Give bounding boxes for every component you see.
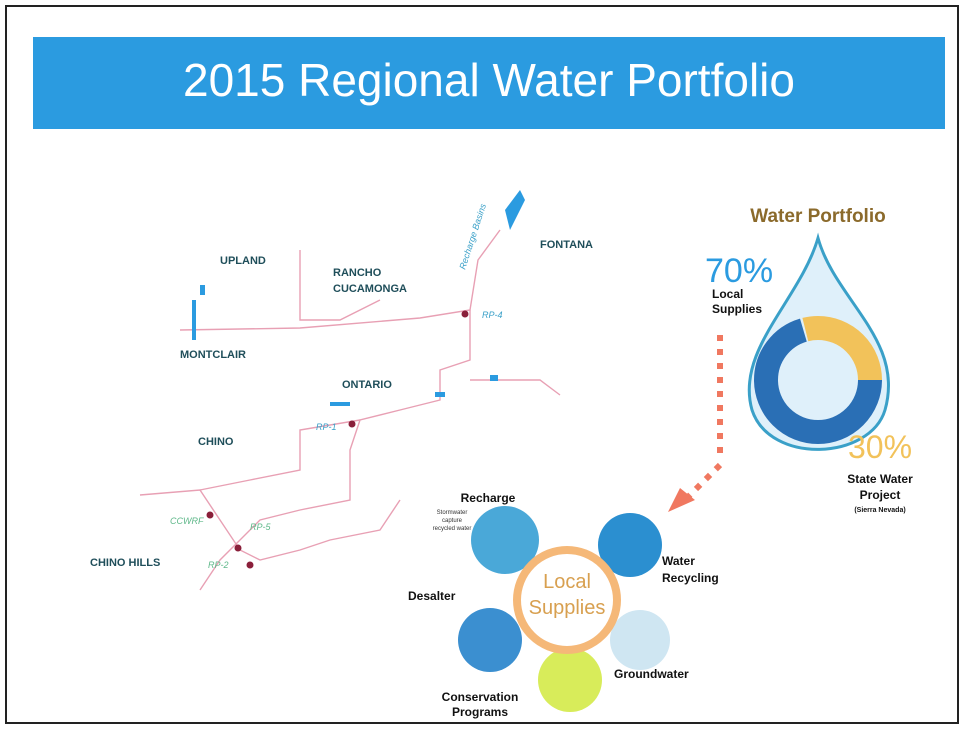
pipeline bbox=[199, 310, 471, 591]
portfolio-title: Water Portfolio bbox=[750, 206, 885, 227]
plant bbox=[348, 420, 356, 428]
plant bbox=[234, 544, 242, 552]
conservation-petal bbox=[538, 648, 602, 712]
local-supplies: Local Supplies Recharge Stormwater captu… bbox=[408, 491, 719, 719]
center bbox=[513, 546, 621, 654]
petal-note: capture bbox=[442, 518, 463, 524]
droplet bbox=[747, 232, 891, 451]
facility-label: RP-5 bbox=[250, 522, 271, 532]
petal-note: recycled water bbox=[433, 526, 472, 532]
state-note: (Sierra Nevada) bbox=[854, 507, 905, 514]
center-label: Local bbox=[543, 571, 591, 593]
petal-label: Desalter bbox=[408, 589, 456, 603]
basin bbox=[435, 392, 445, 397]
recharge-petal bbox=[471, 506, 539, 574]
state-share bbox=[754, 316, 882, 444]
basin bbox=[490, 375, 498, 381]
basin bbox=[192, 300, 196, 340]
arrow-head bbox=[668, 488, 695, 512]
petal-label: Groundwater bbox=[614, 667, 689, 681]
local-label: Local bbox=[712, 287, 743, 301]
recycling-petal bbox=[598, 513, 662, 577]
local-label: Supplies bbox=[712, 302, 762, 316]
state-label: State Water bbox=[847, 472, 913, 486]
title: 2015 Regional Water Portfolio bbox=[183, 54, 795, 106]
city-label: CUCAMONGA bbox=[333, 283, 407, 295]
header-bar bbox=[33, 37, 945, 129]
plant bbox=[246, 561, 254, 569]
facility-label: RP-1 bbox=[316, 422, 337, 432]
basin bbox=[330, 402, 350, 406]
plant bbox=[461, 310, 469, 318]
basin bbox=[505, 190, 525, 230]
desalter-petal bbox=[458, 608, 522, 672]
pipeline bbox=[139, 489, 401, 561]
city-label: FONTANA bbox=[540, 239, 593, 251]
petal-label: Water bbox=[662, 554, 695, 568]
state-percent: 30% bbox=[848, 429, 912, 465]
portfolio: Water Portfolio 70% Local Supplies 30% S… bbox=[668, 206, 913, 514]
petal-note: Stormwater bbox=[437, 510, 468, 516]
petal-label: Programs bbox=[452, 705, 508, 719]
local-percent: 70% bbox=[705, 252, 773, 290]
city-label: UPLAND bbox=[220, 255, 266, 267]
city-label: CHINO HILLS bbox=[90, 557, 160, 569]
map: UPLAND RANCHO CUCAMONGA FONTANA MONTCLAI… bbox=[90, 190, 593, 591]
pipeline bbox=[299, 250, 381, 321]
state-label: Project bbox=[860, 488, 901, 502]
city-label: MONTCLAIR bbox=[180, 349, 246, 361]
facility-label: RP-2 bbox=[208, 560, 229, 570]
basin bbox=[200, 285, 205, 295]
city-label: ONTARIO bbox=[342, 379, 392, 391]
center-label: Supplies bbox=[529, 597, 606, 619]
city-label: RANCHO bbox=[333, 267, 382, 279]
city-label: CHINO bbox=[198, 436, 234, 448]
groundwater-petal bbox=[610, 610, 670, 670]
petal-label: Recharge bbox=[461, 491, 516, 505]
petal-label: Conservation bbox=[442, 690, 519, 704]
facility-label: CCWRF bbox=[170, 516, 204, 526]
petal-label: Recycling bbox=[662, 571, 719, 585]
pipeline bbox=[179, 229, 501, 331]
pipeline bbox=[199, 419, 361, 491]
facility-label: RP-4 bbox=[482, 310, 503, 320]
plant bbox=[206, 511, 214, 519]
